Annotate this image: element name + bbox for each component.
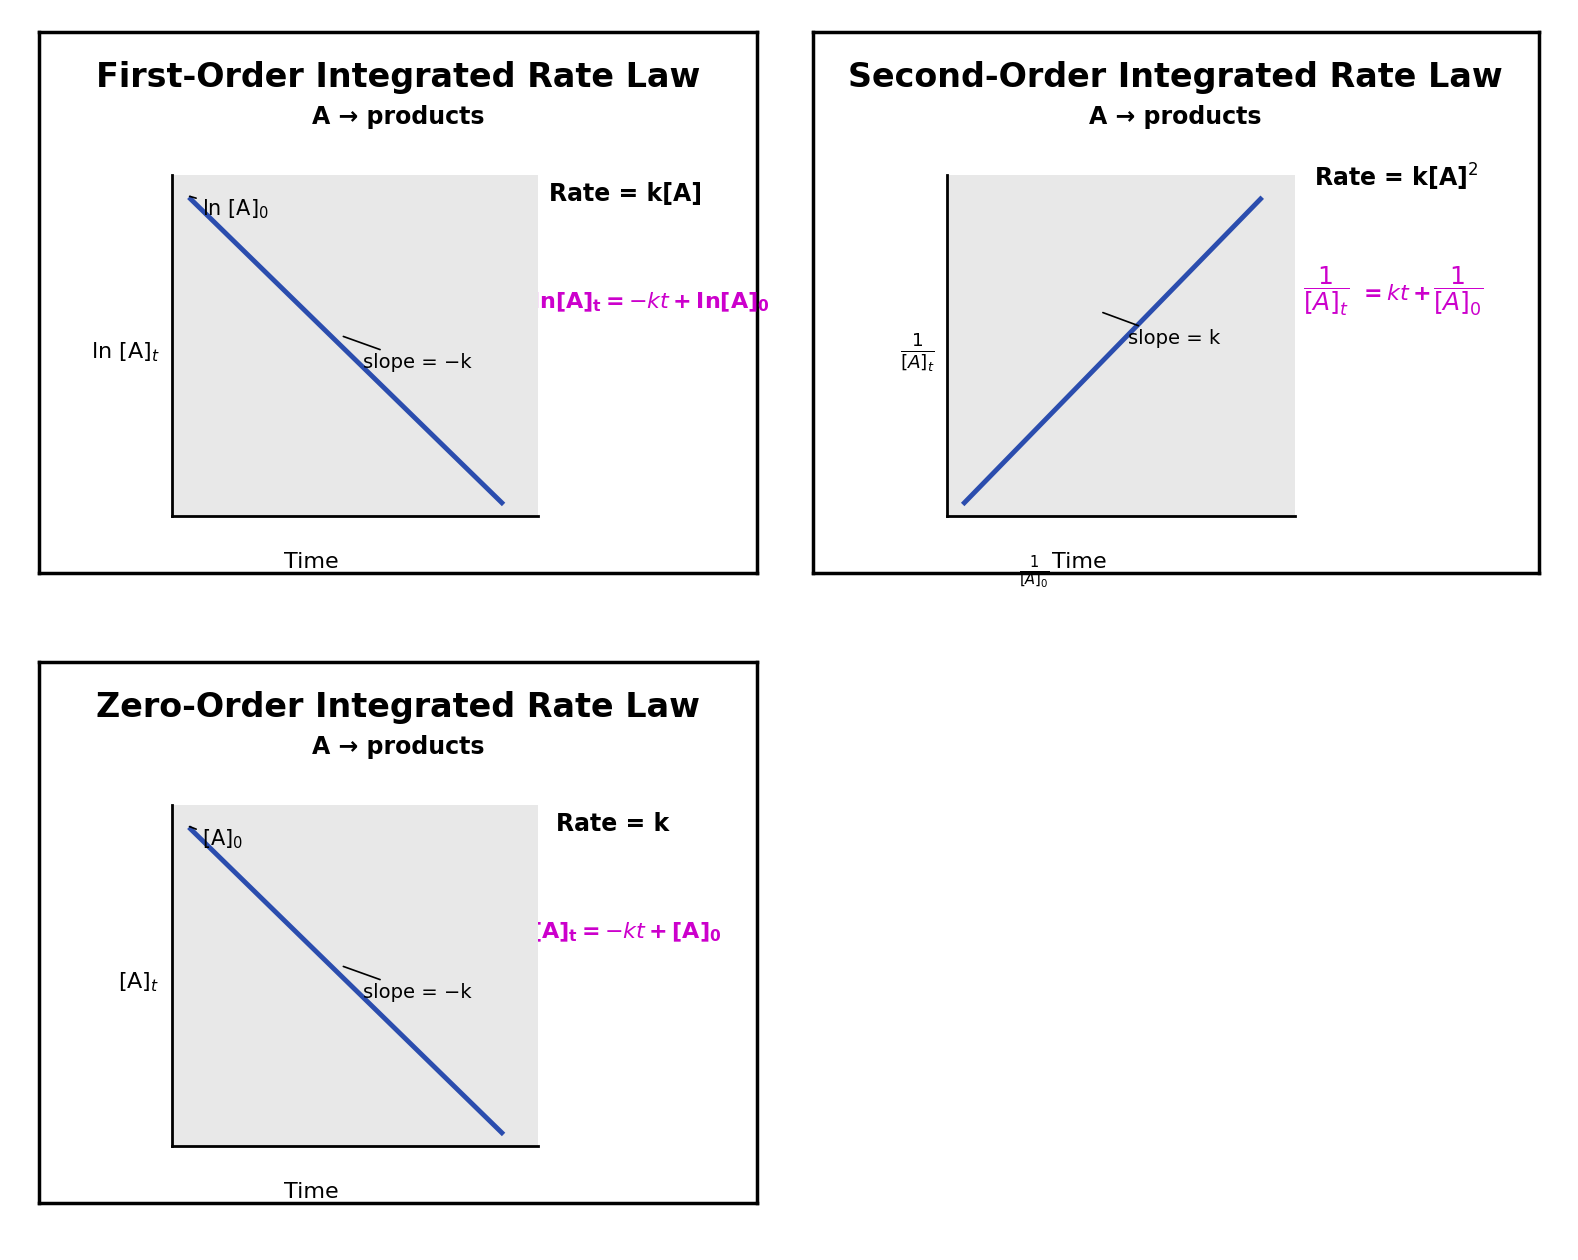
Text: ln [A]$_t$: ln [A]$_t$	[92, 340, 159, 364]
Text: Time: Time	[1053, 552, 1106, 572]
Text: A → products: A → products	[312, 105, 484, 129]
Text: Rate = k: Rate = k	[557, 811, 669, 837]
Text: $\frac{1}{[A]_t}$: $\frac{1}{[A]_t}$	[899, 331, 934, 374]
Text: Time: Time	[284, 1182, 339, 1202]
Text: $\dfrac{1}{[A]_0}$: $\dfrac{1}{[A]_0}$	[1433, 265, 1483, 318]
Text: ln [A]$_0$: ln [A]$_0$	[189, 197, 268, 220]
Text: [A]$_t$: [A]$_t$	[118, 970, 159, 994]
Text: $\frac{1}{[A]_0}$: $\frac{1}{[A]_0}$	[1019, 554, 1049, 591]
Text: $\mathbf{= \mathit{kt} +}$: $\mathbf{= \mathit{kt} +}$	[1359, 285, 1430, 304]
Text: Zero-Order Integrated Rate Law: Zero-Order Integrated Rate Law	[96, 692, 701, 724]
Text: A → products: A → products	[1089, 105, 1262, 129]
Text: Rate = k[A]: Rate = k[A]	[549, 181, 702, 207]
Text: slope = −k: slope = −k	[344, 966, 472, 1002]
Text: First-Order Integrated Rate Law: First-Order Integrated Rate Law	[96, 62, 701, 94]
Text: Rate = k[A]$^2$: Rate = k[A]$^2$	[1313, 163, 1479, 193]
Text: $\dfrac{1}{[A]_t}$: $\dfrac{1}{[A]_t}$	[1303, 265, 1349, 318]
Text: slope = −k: slope = −k	[344, 336, 472, 372]
Text: Second-Order Integrated Rate Law: Second-Order Integrated Rate Law	[849, 62, 1502, 94]
Text: slope = k: slope = k	[1103, 312, 1220, 349]
Text: $\mathbf{[A]_t = \mathit{-kt} + [A]_0}$: $\mathbf{[A]_t = \mathit{-kt} + [A]_0}$	[532, 921, 721, 944]
Text: [A]$_0$: [A]$_0$	[189, 827, 243, 851]
Text: Time: Time	[284, 552, 339, 572]
Text: $\mathbf{In[A]_t = \mathit{-kt} + In[A]_0}$: $\mathbf{In[A]_t = \mathit{-kt} + In[A]_…	[532, 291, 770, 314]
Text: A → products: A → products	[312, 735, 484, 759]
